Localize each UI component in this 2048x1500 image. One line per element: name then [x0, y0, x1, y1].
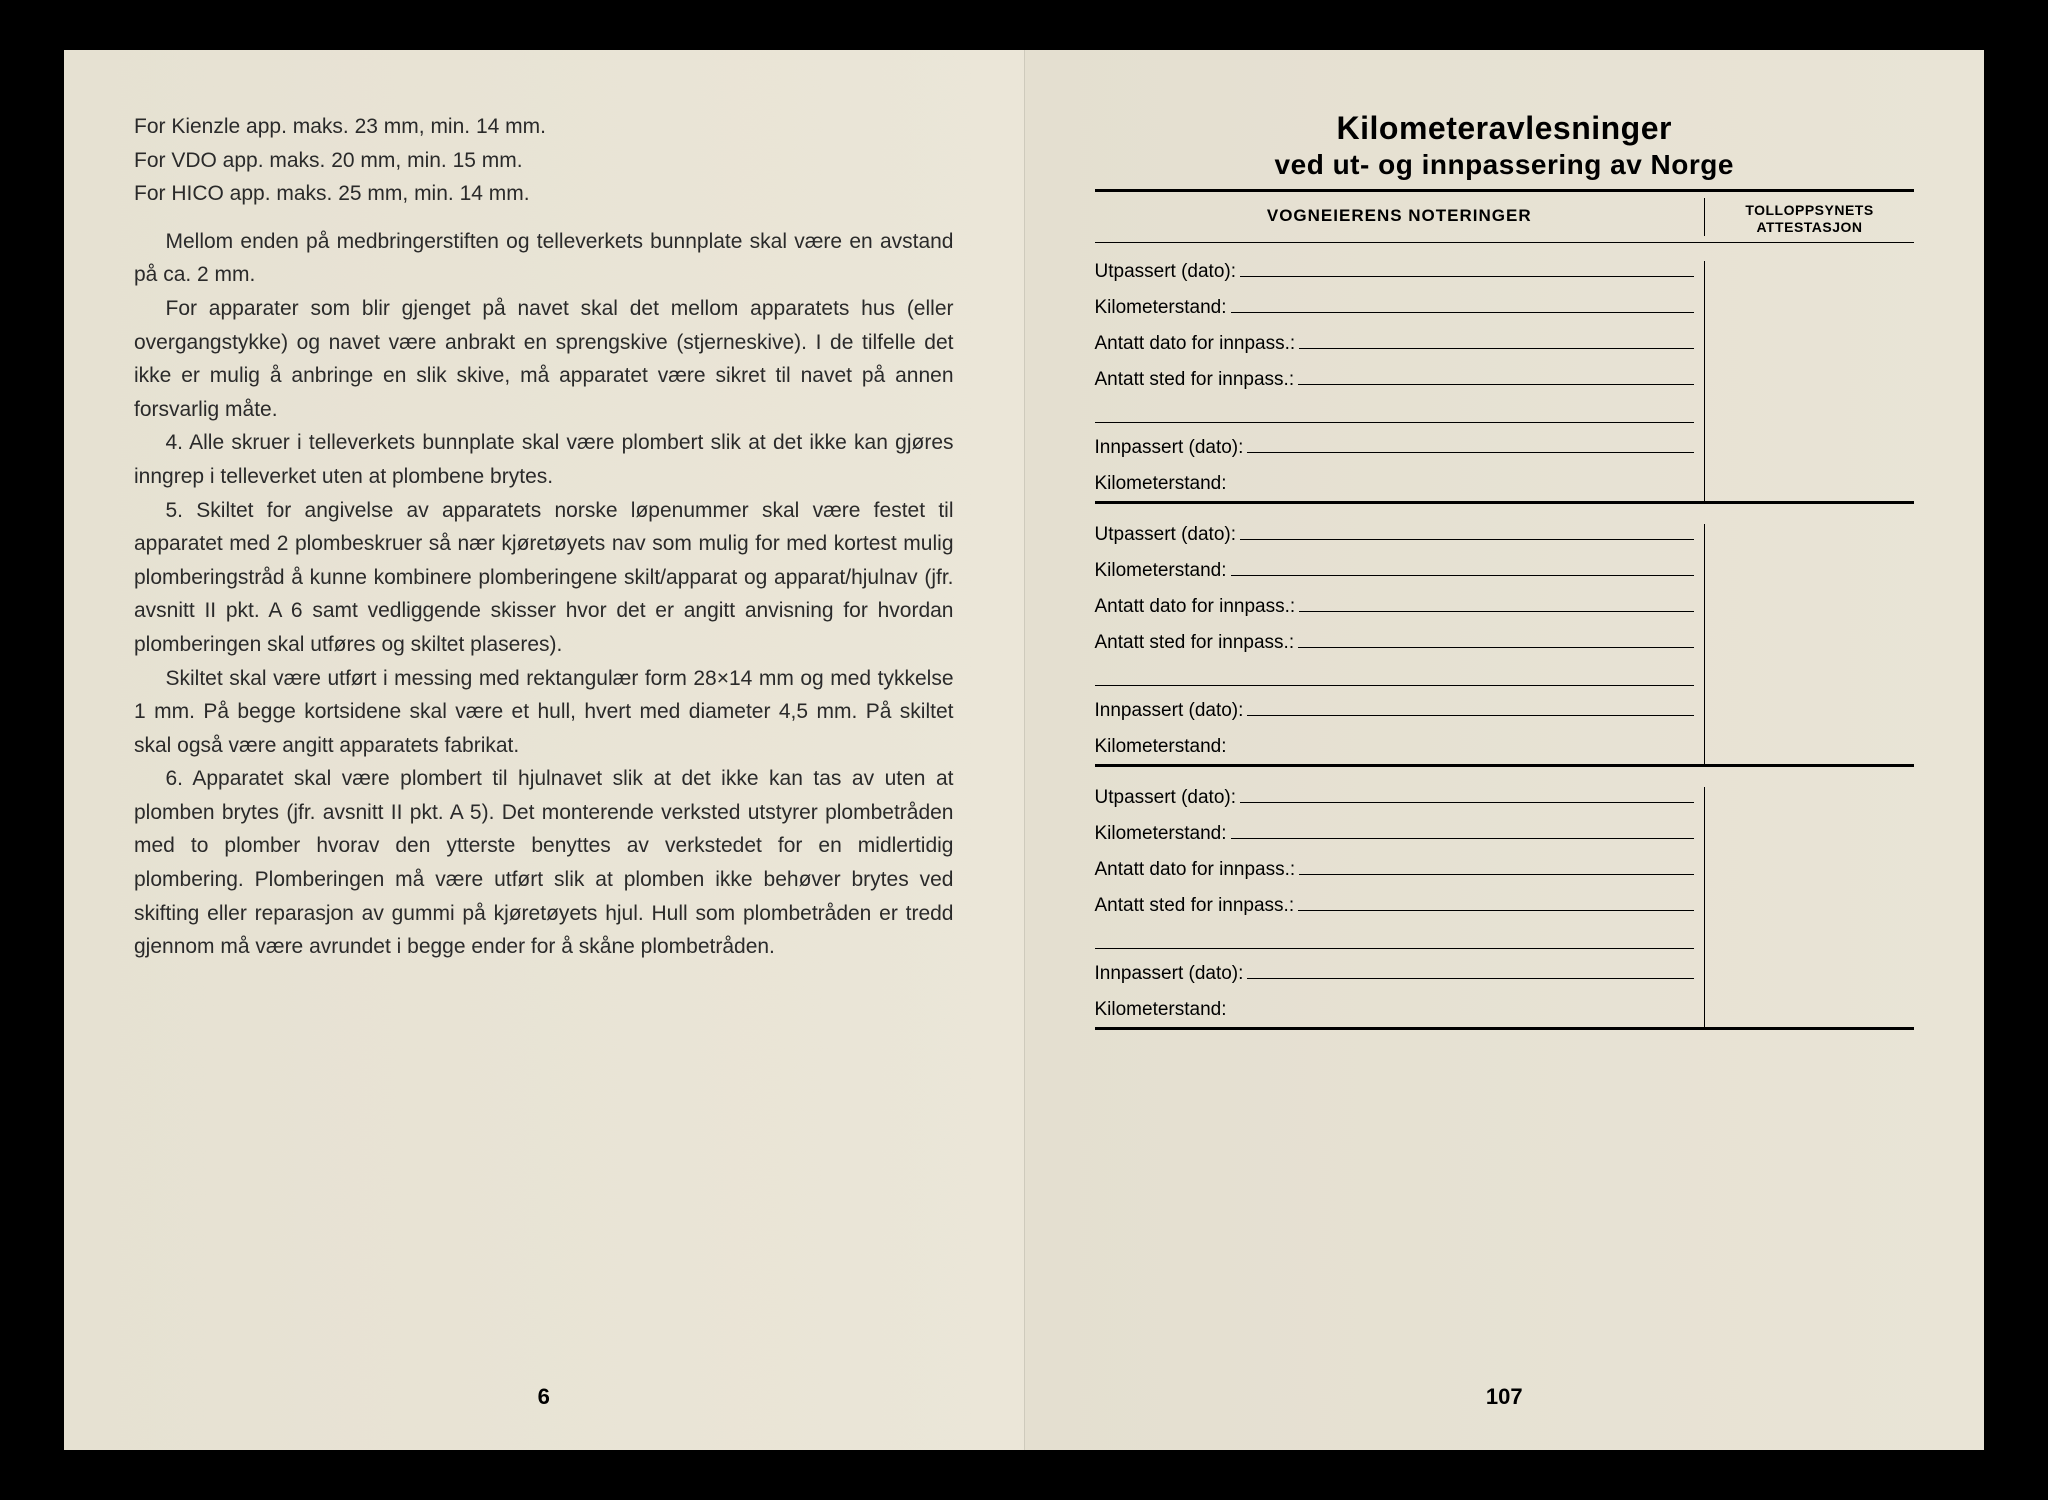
label-antatt-sted: Antatt sted for innpass.:	[1095, 895, 1299, 917]
form-row-utpassert: Utpassert (dato):	[1095, 261, 1695, 283]
paragraph: For apparater som blir gjenget på navet …	[134, 292, 954, 426]
form-row-antatt-sted: Antatt sted for innpass.:	[1095, 369, 1695, 391]
fill-line[interactable]	[1240, 787, 1694, 803]
left-page: For Kienzle app. maks. 23 mm, min. 14 mm…	[64, 50, 1025, 1450]
form-row-km-final: Kilometerstand:	[1095, 473, 1695, 495]
paragraph: 6. Apparatet skal være plombert til hjul…	[134, 762, 954, 964]
label-km: Kilometerstand:	[1095, 297, 1231, 319]
attestation-column[interactable]	[1704, 787, 1914, 1027]
col-header-right-line2: ATTESTASJON	[1756, 219, 1862, 235]
form-spacer-line[interactable]	[1095, 668, 1695, 686]
fill-line[interactable]	[1231, 823, 1694, 839]
fill-line[interactable]	[1247, 437, 1694, 453]
form-row-antatt-dato: Antatt dato for innpass.:	[1095, 596, 1695, 618]
title-line-1: Kilometeravlesninger	[1095, 110, 1915, 147]
paragraph: Mellom enden på medbringerstiften og tel…	[134, 225, 954, 292]
col-header-right-line1: TOLLOPPSYNETS	[1745, 202, 1873, 218]
fill-line[interactable]	[1299, 859, 1694, 875]
form-block: Utpassert (dato): Kilometerstand: Antatt…	[1095, 524, 1915, 767]
form-row-antatt-sted: Antatt sted for innpass.:	[1095, 895, 1695, 917]
label-km: Kilometerstand:	[1095, 473, 1231, 495]
form-row-antatt-sted: Antatt sted for innpass.:	[1095, 632, 1695, 654]
form-row-innpassert: Innpassert (dato):	[1095, 437, 1695, 459]
form-block: Utpassert (dato): Kilometerstand: Antatt…	[1095, 261, 1915, 504]
label-utpassert: Utpassert (dato):	[1095, 524, 1241, 546]
fill-line[interactable]	[1299, 333, 1694, 349]
fill-line[interactable]	[1231, 297, 1694, 313]
spec-line: For Kienzle app. maks. 23 mm, min. 14 mm…	[134, 110, 954, 144]
body-text-block: For Kienzle app. maks. 23 mm, min. 14 mm…	[134, 110, 954, 964]
form-block-left: Utpassert (dato): Kilometerstand: Antatt…	[1095, 261, 1705, 501]
paragraph: 4. Alle skruer i telleverkets bunnplate …	[134, 426, 954, 493]
right-page: Kilometeravlesninger ved ut- og innpasse…	[1025, 50, 1985, 1450]
form-row-antatt-dato: Antatt dato for innpass.:	[1095, 333, 1695, 355]
label-utpassert: Utpassert (dato):	[1095, 787, 1241, 809]
form-block-left: Utpassert (dato): Kilometerstand: Antatt…	[1095, 524, 1705, 764]
attestation-column[interactable]	[1704, 524, 1914, 764]
booklet-spread: For Kienzle app. maks. 23 mm, min. 14 mm…	[64, 50, 1984, 1450]
fill-line[interactable]	[1298, 895, 1694, 911]
fill-line[interactable]	[1247, 700, 1694, 716]
form-row-km-final: Kilometerstand:	[1095, 999, 1695, 1021]
fill-line[interactable]	[1298, 632, 1694, 648]
label-km: Kilometerstand:	[1095, 823, 1231, 845]
title-block: Kilometeravlesninger ved ut- og innpasse…	[1095, 110, 1915, 181]
paragraph: Skiltet skal være utført i messing med r…	[134, 662, 954, 763]
form-block: Utpassert (dato): Kilometerstand: Antatt…	[1095, 787, 1915, 1030]
attestation-column[interactable]	[1704, 261, 1914, 501]
label-antatt-dato: Antatt dato for innpass.:	[1095, 596, 1300, 618]
form-section: Utpassert (dato): Kilometerstand: Antatt…	[1095, 261, 1915, 1030]
fill-line[interactable]	[1299, 596, 1694, 612]
title-line-2: ved ut- og innpassering av Norge	[1095, 149, 1915, 181]
form-spacer-line[interactable]	[1095, 931, 1695, 949]
column-headers: VOGNEIERENS NOTERINGER TOLLOPPSYNETS ATT…	[1095, 192, 1915, 243]
fill-line[interactable]	[1240, 261, 1694, 277]
form-row-innpassert: Innpassert (dato):	[1095, 700, 1695, 722]
form-spacer-line[interactable]	[1095, 405, 1695, 423]
spec-line: For VDO app. maks. 20 mm, min. 15 mm.	[134, 144, 954, 178]
col-header-right: TOLLOPPSYNETS ATTESTASJON	[1704, 198, 1914, 236]
label-innpassert: Innpassert (dato):	[1095, 963, 1248, 985]
form-row-innpassert: Innpassert (dato):	[1095, 963, 1695, 985]
label-innpassert: Innpassert (dato):	[1095, 700, 1248, 722]
label-km: Kilometerstand:	[1095, 999, 1231, 1021]
label-antatt-sted: Antatt sted for innpass.:	[1095, 369, 1299, 391]
form-row-km: Kilometerstand:	[1095, 297, 1695, 319]
spec-line: For HICO app. maks. 25 mm, min. 14 mm.	[134, 177, 954, 211]
form-row-utpassert: Utpassert (dato):	[1095, 787, 1695, 809]
label-antatt-dato: Antatt dato for innpass.:	[1095, 859, 1300, 881]
fill-line[interactable]	[1240, 524, 1694, 540]
label-antatt-dato: Antatt dato for innpass.:	[1095, 333, 1300, 355]
page-number-right: 107	[1025, 1384, 1985, 1410]
form-row-km: Kilometerstand:	[1095, 560, 1695, 582]
label-innpassert: Innpassert (dato):	[1095, 437, 1248, 459]
page-number-left: 6	[64, 1384, 1024, 1410]
form-row-antatt-dato: Antatt dato for innpass.:	[1095, 859, 1695, 881]
fill-line[interactable]	[1298, 369, 1694, 385]
fill-line[interactable]	[1231, 560, 1694, 576]
label-km: Kilometerstand:	[1095, 560, 1231, 582]
form-row-km: Kilometerstand:	[1095, 823, 1695, 845]
form-block-left: Utpassert (dato): Kilometerstand: Antatt…	[1095, 787, 1705, 1027]
fill-line[interactable]	[1247, 963, 1694, 979]
paragraph: 5. Skiltet for angivelse av apparatets n…	[134, 494, 954, 662]
label-antatt-sted: Antatt sted for innpass.:	[1095, 632, 1299, 654]
label-km: Kilometerstand:	[1095, 736, 1231, 758]
form-row-utpassert: Utpassert (dato):	[1095, 524, 1695, 546]
label-utpassert: Utpassert (dato):	[1095, 261, 1241, 283]
col-header-left: VOGNEIERENS NOTERINGER	[1095, 198, 1705, 236]
form-row-km-final: Kilometerstand:	[1095, 736, 1695, 758]
